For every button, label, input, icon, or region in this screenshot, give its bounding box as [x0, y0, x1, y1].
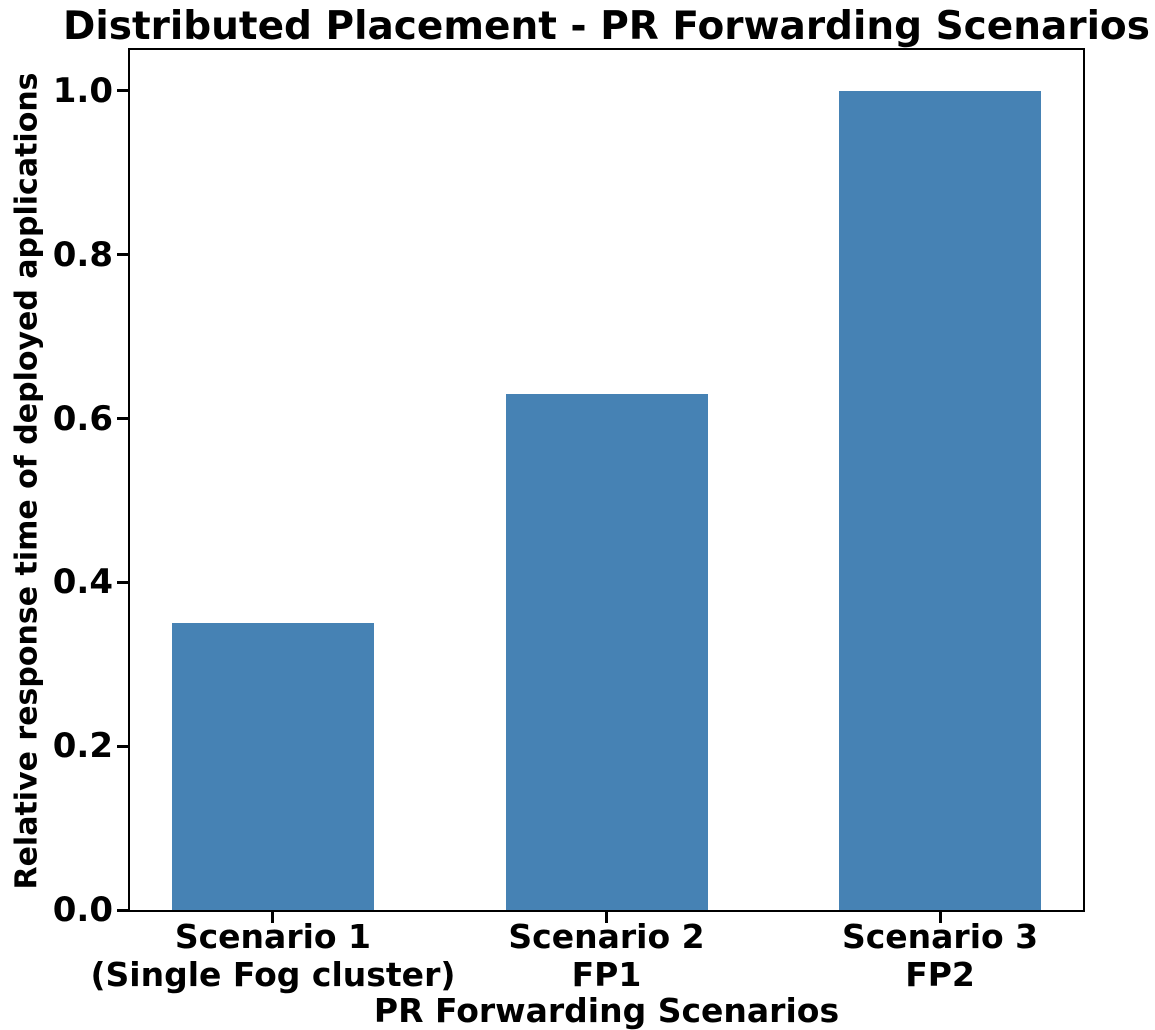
bar-2 [505, 394, 708, 910]
bar-3 [839, 90, 1042, 910]
y-tick-mark [117, 417, 128, 421]
y-tick-label: 0.2 [52, 726, 113, 767]
x-tick-mark [271, 912, 275, 923]
y-tick-mark [117, 253, 128, 257]
plot-area [128, 48, 1085, 912]
y-tick-mark [117, 744, 128, 748]
bar-1 [171, 623, 374, 910]
y-tick-label: 1.0 [52, 70, 113, 111]
x-tick-label: Scenario 1 (Single Fog cluster) [90, 917, 456, 994]
y-tick-label: 0.0 [52, 890, 113, 930]
y-tick-mark [117, 580, 128, 584]
y-tick-label: 0.4 [52, 562, 113, 603]
y-tick-label: 0.8 [52, 234, 113, 275]
y-tick-label: 0.6 [52, 398, 113, 439]
x-tick-label: Scenario 3 FP2 [841, 917, 1039, 994]
x-axis-label: PR Forwarding Scenarios [373, 991, 840, 1030]
y-axis-label-text: Relative response time of deployed appli… [9, 72, 45, 890]
chart-title: Distributed Placement - PR Forwarding Sc… [63, 4, 1150, 49]
x-tick-label: Scenario 2 FP1 [508, 917, 705, 994]
y-tick-mark [117, 908, 128, 912]
x-tick-mark [605, 912, 608, 923]
y-tick-mark [117, 89, 128, 93]
x-tick-mark [938, 912, 942, 923]
